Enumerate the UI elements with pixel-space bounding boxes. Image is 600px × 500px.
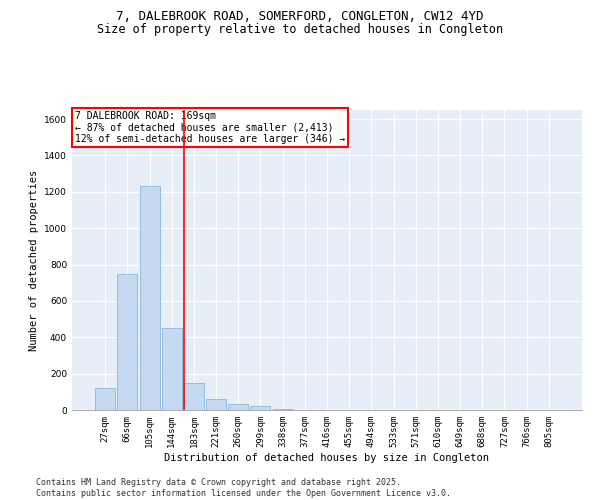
Bar <box>250 406 271 410</box>
Bar <box>140 186 160 410</box>
Text: 7, DALEBROOK ROAD, SOMERFORD, CONGLETON, CW12 4YD: 7, DALEBROOK ROAD, SOMERFORD, CONGLETON,… <box>116 10 484 23</box>
Text: Size of property relative to detached houses in Congleton: Size of property relative to detached ho… <box>97 22 503 36</box>
Text: 7 DALEBROOK ROAD: 169sqm
← 87% of detached houses are smaller (2,413)
12% of sem: 7 DALEBROOK ROAD: 169sqm ← 87% of detach… <box>74 110 345 144</box>
Bar <box>228 404 248 410</box>
Bar <box>184 382 204 410</box>
Bar <box>272 409 293 410</box>
Bar <box>206 399 226 410</box>
Text: Contains HM Land Registry data © Crown copyright and database right 2025.
Contai: Contains HM Land Registry data © Crown c… <box>36 478 451 498</box>
Bar <box>162 328 182 410</box>
Y-axis label: Number of detached properties: Number of detached properties <box>29 170 38 350</box>
X-axis label: Distribution of detached houses by size in Congleton: Distribution of detached houses by size … <box>164 452 490 462</box>
Bar <box>118 274 137 410</box>
Bar <box>95 388 115 410</box>
